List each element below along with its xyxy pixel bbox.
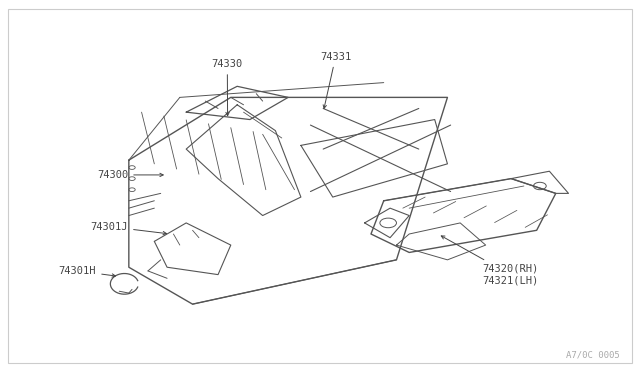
Text: 74301H: 74301H xyxy=(59,266,115,277)
Text: 74300: 74300 xyxy=(97,170,163,180)
Text: 74330: 74330 xyxy=(212,59,243,116)
Text: 74301J: 74301J xyxy=(91,222,166,235)
Text: 74320(RH)
74321(LH): 74320(RH) 74321(LH) xyxy=(441,236,539,285)
Text: 74331: 74331 xyxy=(320,52,351,108)
Text: A7/0C 0005: A7/0C 0005 xyxy=(566,350,620,359)
